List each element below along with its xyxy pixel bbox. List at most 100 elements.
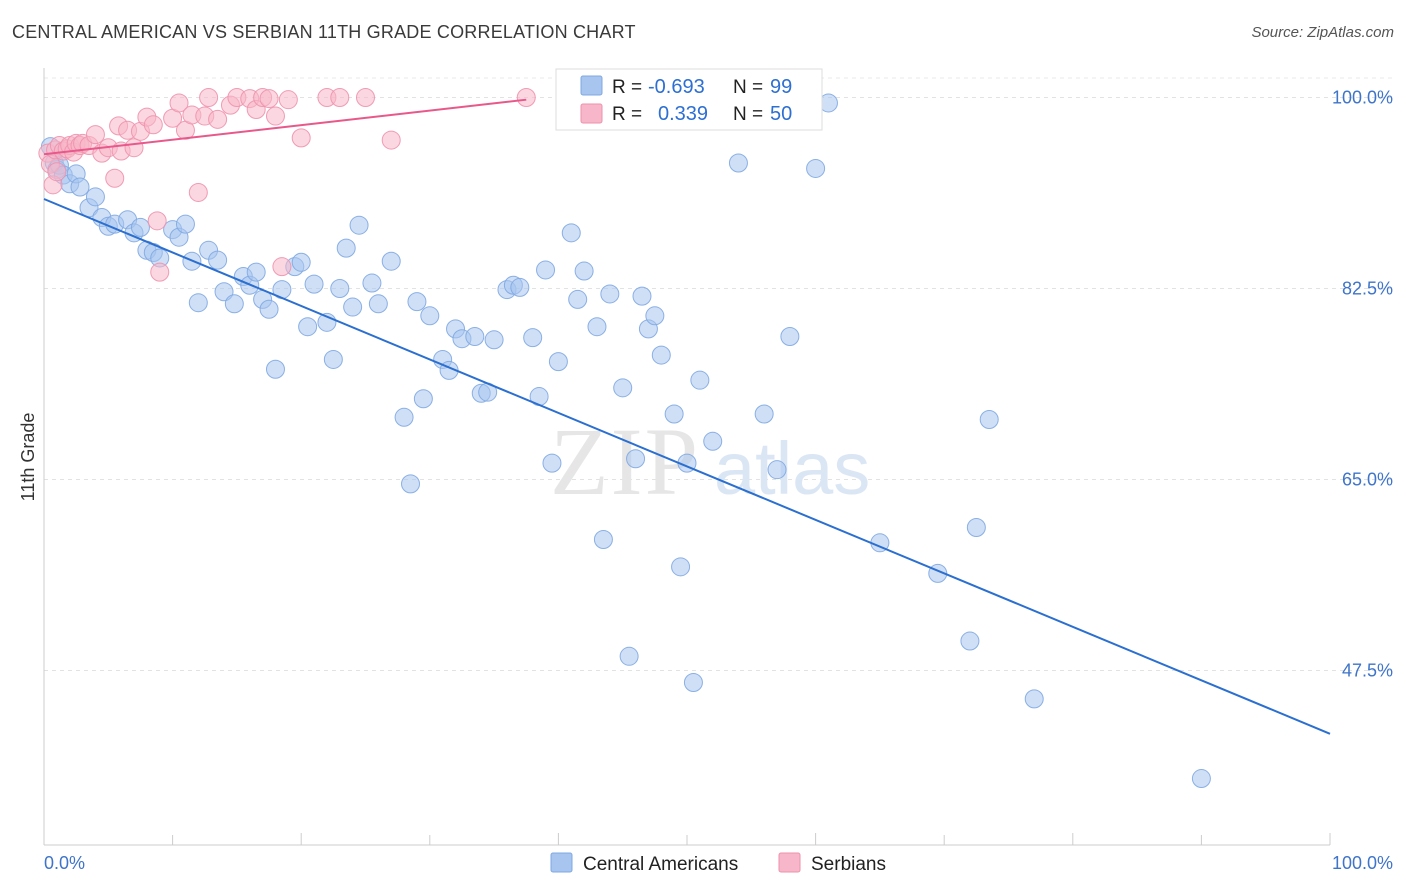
point-central-american-48 [394,407,414,427]
point-central-american-69 [561,223,581,243]
point-central-american-90 [767,460,787,480]
data-points [38,88,1211,789]
point-central-american-32 [259,299,279,319]
point-central-american-64 [523,328,543,348]
x-tick-label-min: 0.0% [44,853,85,873]
point-central-american-72 [587,317,607,337]
point-central-american-63 [510,277,530,297]
point-central-american-21 [175,214,195,234]
point-central-american-67 [542,453,562,473]
point-central-american-99 [1024,689,1044,709]
point-central-american-100 [1191,769,1211,789]
point-serbian-43 [278,90,298,110]
point-central-american-88 [728,153,748,173]
series-legend: Central Americans Serbians [550,852,886,875]
point-serbian-34 [208,109,228,129]
legend-swatch-serbians [778,852,801,873]
gridlines [44,77,1393,671]
point-central-american-40 [323,349,343,369]
point-central-american-60 [484,330,504,350]
point-serbian-48 [381,130,401,150]
point-central-american-75 [613,378,633,398]
point-serbian-17 [105,168,125,188]
point-serbian-26 [150,262,170,282]
point-central-american-89 [754,404,774,424]
point-central-american-47 [381,251,401,271]
axes [43,68,1331,846]
chart-source: Source: ZipAtlas.com [1251,24,1394,41]
point-central-american-50 [407,292,427,312]
point-central-american-70 [568,289,588,309]
legend-label-central-americans: Central Americans [583,854,738,875]
point-central-american-7 [70,177,90,197]
point-central-american-27 [224,294,244,314]
y-tick-label-0: 100.0% [1332,88,1393,108]
point-central-american-25 [208,250,228,270]
stats-legend-r-label-central: R = [612,77,642,98]
point-central-american-41 [330,279,350,298]
point-central-american-98 [979,409,999,429]
point-serbian-25 [147,211,167,231]
point-central-american-52 [420,306,440,326]
point-central-american-81 [651,345,671,365]
point-central-american-46 [368,294,388,314]
point-central-american-51 [413,389,433,409]
stats-legend-r-serbian: 0.339 [658,103,708,125]
point-central-american-33 [265,359,285,379]
tick-labels: 0.0% 100.0% 100.0% 82.5% 65.0% 47.5% [44,88,1393,874]
y-tick-label-1: 82.5% [1342,279,1393,299]
point-central-american-97 [966,518,986,538]
stats-legend: R = -0.693 N = 99 R = 0.339 N = 50 [555,68,823,131]
point-serbian-49 [516,88,536,107]
legend-label-serbians: Serbians [811,854,886,875]
point-serbian-42 [272,257,292,277]
y-tick-label-2: 65.0% [1342,470,1393,490]
stats-legend-swatch-serbian [580,103,603,124]
stats-legend-n-central: 99 [770,76,792,98]
point-serbian-40 [259,89,279,109]
point-central-american-92 [806,158,826,178]
watermark: ZIP atlas [550,408,870,515]
point-central-american-15 [130,217,150,237]
point-central-american-71 [574,261,594,281]
point-central-american-45 [362,273,382,293]
point-central-american-78 [632,286,652,306]
point-central-american-87 [703,431,723,451]
stats-legend-r-label-serbian: R = [612,104,642,125]
point-serbian-44 [291,128,311,148]
stats-legend-r-central: -0.693 [648,76,705,98]
point-serbian-28 [169,93,189,113]
point-central-american-86 [690,370,710,390]
y-axis-label: 11th Grade [18,413,38,502]
legend-swatch-central-americans [550,852,573,873]
trend-line-central-americans [43,198,1331,735]
point-serbian-46 [330,88,350,107]
point-serbian-24 [143,115,163,135]
trend-lines [43,98,1331,735]
point-central-american-80 [645,306,665,326]
watermark-atlas: atlas [714,427,870,510]
point-central-american-57 [465,327,485,347]
point-serbian-14 [85,125,105,145]
point-serbian-21 [124,138,144,158]
point-central-american-66 [536,260,556,280]
point-central-american-85 [683,673,703,693]
point-central-american-36 [291,252,311,272]
chart-title: CENTRAL AMERICAN VS SERBIAN 11TH GRADE C… [12,22,636,42]
point-central-american-49 [401,474,421,494]
point-central-american-82 [664,404,684,424]
stats-legend-n-serbian: 50 [770,103,792,125]
stats-legend-n-label-serbian: N = [733,104,763,125]
point-central-american-44 [349,215,369,235]
point-central-american-91 [780,327,800,347]
point-central-american-74 [600,284,620,304]
point-central-american-68 [548,352,568,372]
point-central-american-38 [304,274,324,294]
point-serbian-31 [188,182,208,202]
point-central-american-43 [343,297,363,317]
point-central-american-77 [626,449,646,469]
point-serbian-41 [265,106,285,126]
point-central-american-83 [671,557,691,577]
point-central-american-37 [298,317,318,337]
point-central-american-30 [246,262,266,282]
